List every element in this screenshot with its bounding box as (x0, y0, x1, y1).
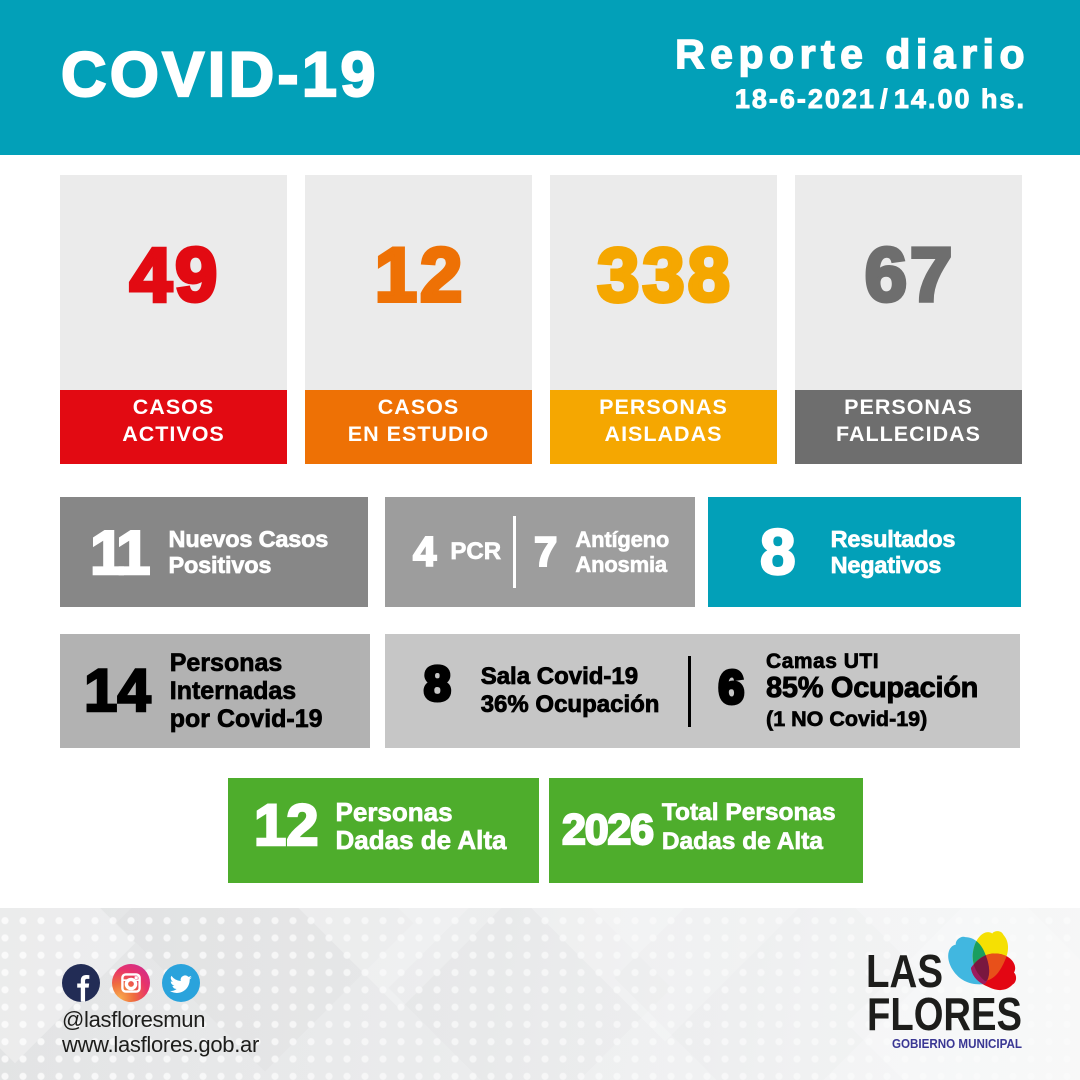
svg-text:GOBIERNO MUNICIPAL: GOBIERNO MUNICIPAL (892, 1036, 1022, 1051)
svg-text:FLORES: FLORES (867, 988, 1022, 1040)
svg-text:LAS: LAS (866, 945, 943, 997)
